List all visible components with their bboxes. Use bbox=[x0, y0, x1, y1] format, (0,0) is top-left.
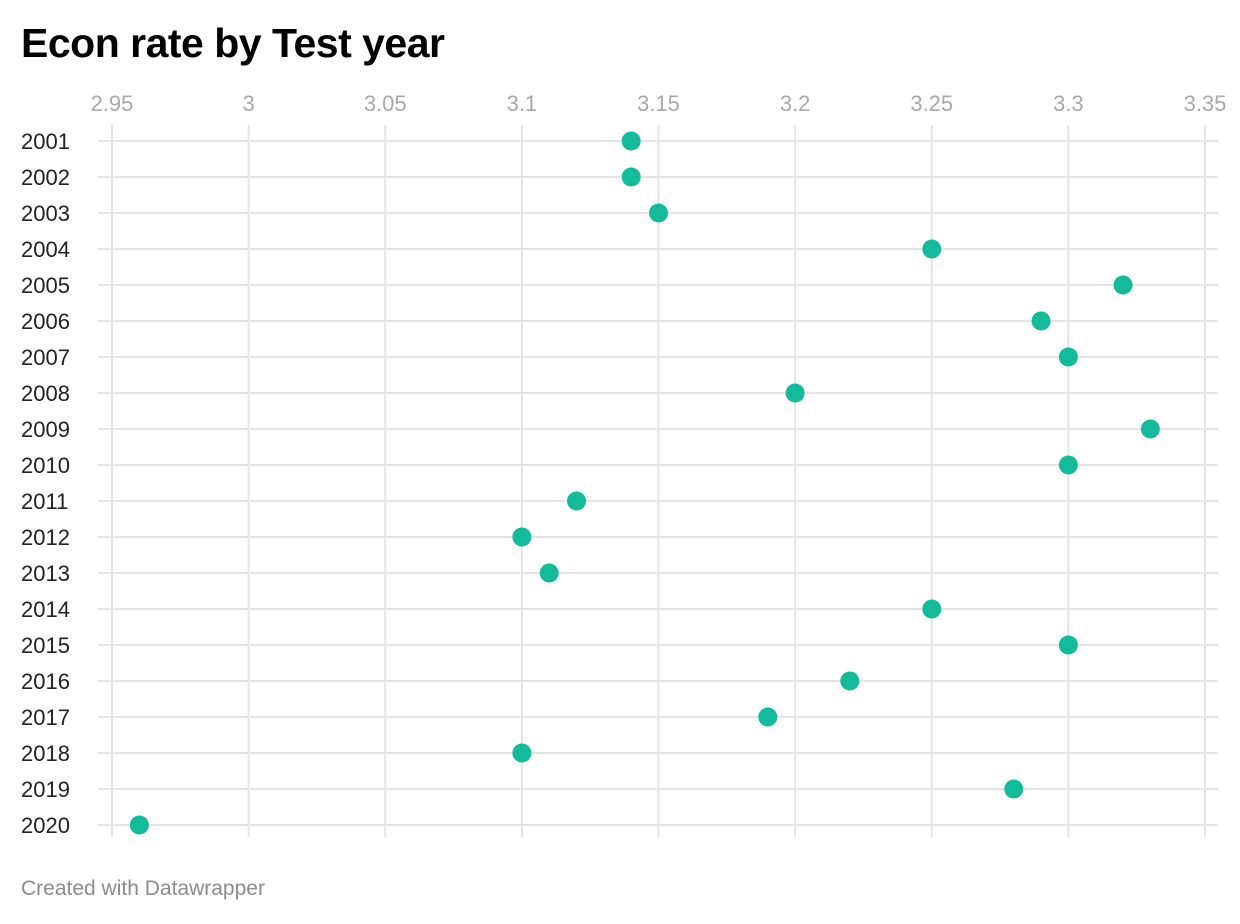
x-tick-label: 3.35 bbox=[1184, 91, 1227, 116]
y-tick-label: 2011 bbox=[21, 489, 68, 514]
data-point bbox=[1058, 455, 1078, 475]
y-tick-label: 2012 bbox=[21, 525, 70, 550]
data-point bbox=[1058, 635, 1078, 655]
y-axis-labels: 2001 2002 2003 2004 2005 2006 2007 2008 2009 2010… bbox=[21, 129, 70, 838]
data-point bbox=[539, 563, 559, 583]
y-tick-label: 2008 bbox=[21, 381, 70, 406]
data-point bbox=[840, 671, 860, 691]
x-tick-label: 3.25 bbox=[910, 91, 953, 116]
x-tick-label: 2.95 bbox=[91, 91, 134, 116]
y-tick-label: 2004 bbox=[21, 237, 70, 262]
y-tick-label: 2009 bbox=[21, 417, 70, 442]
x-axis-ticks: 2.95 3 3.05 3.1 3.15 3.2 3.25 3.3 3.35 bbox=[91, 91, 1227, 116]
y-tick-label: 2003 bbox=[21, 201, 70, 226]
x-tick-label: 3.05 bbox=[364, 91, 407, 116]
y-tick-label: 2007 bbox=[21, 345, 70, 370]
data-point bbox=[785, 383, 805, 403]
y-tick-label: 2010 bbox=[21, 453, 70, 478]
y-tick-label: 2002 bbox=[21, 165, 70, 190]
y-tick-label: 2013 bbox=[21, 561, 70, 586]
chart-title: Econ rate by Test year bbox=[21, 20, 445, 66]
data-point bbox=[1031, 311, 1051, 331]
data-point bbox=[1004, 779, 1024, 799]
y-tick-label: 2015 bbox=[21, 633, 70, 658]
data-point bbox=[1058, 347, 1078, 367]
y-tick-label: 2006 bbox=[21, 309, 70, 334]
data-point bbox=[567, 491, 587, 511]
x-tick-label: 3.2 bbox=[780, 91, 811, 116]
data-point bbox=[1140, 419, 1160, 439]
y-tick-label: 2017 bbox=[21, 705, 70, 730]
data-point bbox=[621, 131, 641, 151]
y-tick-label: 2018 bbox=[21, 741, 70, 766]
data-point bbox=[922, 239, 942, 259]
x-tick-label: 3.3 bbox=[1053, 91, 1084, 116]
x-tick-label: 3.15 bbox=[637, 91, 680, 116]
credit-text: Created with Datawrapper bbox=[21, 877, 265, 900]
data-point bbox=[649, 203, 668, 223]
y-tick-label: 2001 bbox=[21, 129, 70, 154]
y-tick-label: 2020 bbox=[21, 813, 70, 838]
y-tick-label: 2014 bbox=[21, 597, 70, 622]
x-tick-label: 3.1 bbox=[507, 91, 538, 116]
data-point bbox=[129, 815, 149, 835]
data-point bbox=[1113, 275, 1133, 295]
data-point bbox=[758, 707, 778, 727]
vertical-gridlines bbox=[111, 125, 1206, 837]
data-point bbox=[512, 527, 532, 547]
y-tick-label: 2005 bbox=[21, 273, 70, 298]
x-tick-label: 3 bbox=[243, 91, 255, 116]
y-tick-label: 2016 bbox=[21, 669, 70, 694]
horizontal-gridlines bbox=[98, 140, 1218, 826]
y-tick-label: 2019 bbox=[21, 777, 70, 802]
data-point bbox=[621, 167, 641, 187]
data-points bbox=[129, 131, 1160, 835]
data-point bbox=[512, 743, 532, 763]
data-point bbox=[922, 599, 942, 619]
